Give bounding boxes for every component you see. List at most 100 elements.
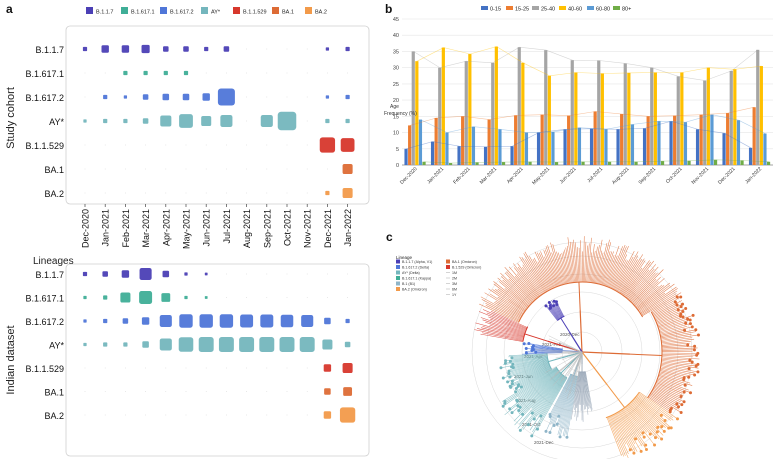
indian-bubble [205,273,208,276]
tree-tip [683,400,686,403]
tree-leaf [564,250,570,283]
study-bubble [343,188,353,198]
indian-bubble [259,337,274,352]
indian-bubble [179,337,194,352]
empty-cell [287,97,288,98]
tree-tip [559,435,562,438]
indian-bubble [220,314,233,327]
indian-bubble [343,363,353,373]
month-label: Sep-2021 [262,209,272,248]
tree-tip [517,409,520,412]
bar-15-25 [514,115,517,165]
age-legend-swatch [559,6,566,10]
indian-bubble [205,296,208,299]
tree-tip [499,366,502,369]
lineage-label: B.1.617.2 [25,93,64,103]
empty-cell [287,274,288,275]
bar-60-80 [604,129,607,165]
panel-b-label: b [385,2,392,16]
study-bubble [123,119,127,123]
lineage-legend-swatch [396,287,400,291]
empty-cell [165,193,166,194]
indian-bubble [324,364,331,371]
tree-leaf [662,341,691,344]
empty-cell [226,297,227,298]
indian-bubble [122,270,129,277]
tree-tip [525,352,528,355]
tree-tip [530,434,533,437]
study-bubble [220,115,232,127]
y-tick-label: 10 [393,131,399,137]
bar-0-15 [457,146,460,165]
empty-cell [165,415,166,416]
bar-40-60 [680,73,683,165]
lineage-legend-label: AY* (Delta) [402,271,420,275]
study-cohort-frame [66,26,369,204]
empty-cell [226,193,227,194]
empty-cell [85,368,86,369]
tree-tip [687,376,690,379]
empty-cell [266,145,267,146]
bar-15-25 [726,113,729,165]
x-category-label: Jul-2021 [586,166,604,184]
empty-cell [266,391,267,392]
bar-60-80 [525,133,528,165]
indian-bubble [103,342,107,346]
empty-cell [307,368,308,369]
indian-dataset-frame [66,264,369,456]
indian-bubble [161,293,170,302]
x-category-label: Dec-2020 [399,166,419,186]
bar-60-80 [763,134,766,165]
bar-25-40 [677,76,680,165]
age-legend-swatch [532,6,539,10]
bar-60-80 [631,124,634,165]
indian-bubble [324,318,331,325]
lineage-legend-swatch [396,265,400,269]
empty-cell [125,368,126,369]
empty-cell [186,368,187,369]
empty-cell [307,297,308,298]
bar-25-40 [571,60,574,165]
month-label: Jan-2021 [101,209,111,247]
bar-80+ [767,162,770,165]
tree-leaf [579,248,580,282]
empty-cell [307,391,308,392]
lineage-legend-swatch [396,260,400,264]
month-label: May-2021 [182,209,192,249]
tree-tip [502,405,505,408]
study-bubble [183,94,190,101]
tree-branch [561,318,569,332]
study-bubble [261,115,273,127]
empty-cell [226,73,227,74]
bar-0-15 [669,121,672,165]
empty-cell [206,145,207,146]
empty-cell [105,169,106,170]
tree-leaf [609,417,625,456]
empty-cell [165,391,166,392]
panel-c: c 2020-Dec2021-Feb2021-Apr2021-Jun2021-A… [386,230,700,459]
tree-tip [676,295,679,298]
bar-25-40 [465,61,468,165]
study-bubble [346,47,350,51]
tree-tip [534,351,537,354]
bar-40-60 [654,73,657,165]
bar-0-15 [590,129,593,165]
indian-bubble [343,387,352,396]
empty-cell [145,415,146,416]
x-category-label: Sep-2021 [638,166,658,186]
empty-cell [266,49,267,50]
tree-leaf [660,369,691,376]
empty-cell [125,169,126,170]
lineage-label: BA.2 [44,189,64,199]
x-category-label: Feb-2021 [452,166,472,186]
y-tick-label: 35 [393,49,399,55]
bar-25-40 [730,71,733,165]
tree-leaf [638,394,673,420]
lineage-legend-label: B.1.617.2 (Delta) [402,266,429,270]
empty-cell [186,145,187,146]
tree-tip [682,378,685,381]
bar-80+ [714,160,717,165]
legend-label: B.1.1.7 [96,10,113,16]
age-legend-label: 25-40 [541,7,555,13]
